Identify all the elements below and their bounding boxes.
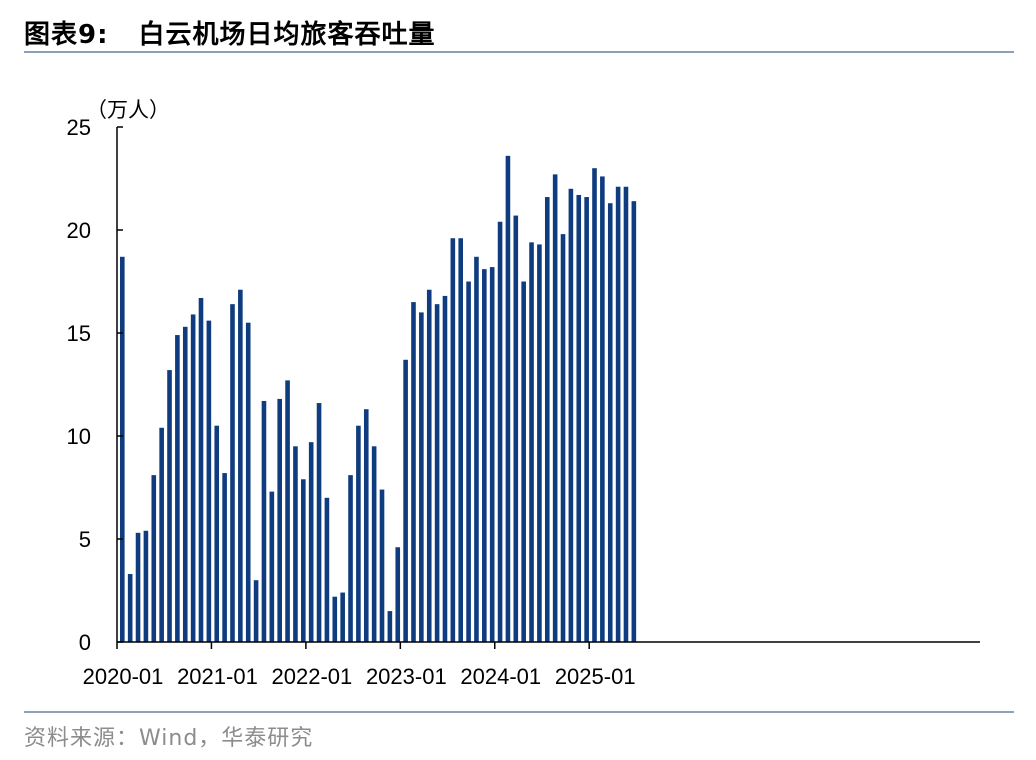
bar-2023-05 bbox=[434, 304, 440, 642]
bar-2022-10 bbox=[379, 489, 385, 642]
bar-2023-03 bbox=[419, 312, 424, 642]
bar-2023-06 bbox=[442, 295, 448, 642]
bar-2023-01 bbox=[403, 359, 408, 642]
axes: 0 5 10 15 20 25 2020-01 2021-01 2022-01 2023-01 20… bbox=[67, 115, 980, 689]
bar-2021-01 bbox=[214, 425, 220, 642]
chart-title: 白云机场日均旅客吞吐量 bbox=[138, 20, 436, 50]
bar-2023-12 bbox=[489, 267, 495, 642]
y-tick-label: 15 bbox=[67, 321, 91, 346]
bar-2020-01 bbox=[120, 256, 125, 642]
bar-2020-03 bbox=[135, 532, 141, 642]
bar-2025-05 bbox=[623, 186, 629, 643]
y-axis-unit-label: （万人） bbox=[86, 98, 170, 122]
figure-label: 图表9: bbox=[24, 20, 109, 50]
bar-2025-04 bbox=[615, 186, 621, 643]
bar-series bbox=[120, 155, 637, 643]
bar-2024-11 bbox=[576, 194, 582, 643]
bar-2022-12 bbox=[395, 547, 401, 642]
bar-2021-06 bbox=[253, 580, 259, 642]
bar-2020-02 bbox=[127, 574, 133, 642]
bar-2022-01 bbox=[308, 442, 314, 642]
bar-2022-02 bbox=[316, 403, 322, 642]
bar-2024-05 bbox=[529, 242, 534, 643]
x-tick-label: 2025-01 bbox=[555, 664, 636, 689]
bar-2020-12 bbox=[206, 320, 212, 642]
bar-2024-09 bbox=[560, 234, 566, 642]
bar-2020-07 bbox=[167, 370, 172, 642]
bar-2020-09 bbox=[182, 326, 188, 642]
bar-2024-06 bbox=[537, 244, 542, 643]
bar-2024-04 bbox=[521, 281, 526, 642]
bar-2022-04 bbox=[332, 596, 338, 642]
bar-2023-08 bbox=[458, 238, 464, 643]
bar-2022-11 bbox=[387, 611, 393, 642]
bar-2021-12 bbox=[301, 479, 306, 642]
bar-2020-08 bbox=[175, 335, 180, 642]
chart-title-block: 图表9: 白云机场日均旅客吞吐量 bbox=[24, 14, 436, 51]
y-tick-label: 5 bbox=[79, 527, 91, 552]
bar-2021-03 bbox=[230, 304, 235, 642]
bar-2023-04 bbox=[426, 289, 432, 642]
bar-2020-10 bbox=[190, 314, 196, 642]
bar-2022-06 bbox=[348, 475, 353, 642]
bar-2022-07 bbox=[356, 425, 361, 642]
x-tick-label: 2020-01 bbox=[83, 664, 164, 689]
bar-2022-03 bbox=[324, 497, 330, 642]
bar-2020-11 bbox=[198, 297, 204, 642]
bar-2021-08 bbox=[269, 491, 275, 642]
bar-2020-04 bbox=[143, 530, 149, 642]
bar-2025-03 bbox=[607, 203, 613, 642]
bar-2021-05 bbox=[245, 322, 251, 642]
bar-2024-12 bbox=[584, 197, 589, 643]
bar-2021-09 bbox=[277, 398, 282, 642]
bar-2023-11 bbox=[482, 269, 487, 642]
bar-2021-10 bbox=[285, 380, 290, 642]
y-tick-label: 25 bbox=[67, 115, 91, 140]
bar-2024-10 bbox=[568, 188, 574, 643]
bar-2020-06 bbox=[159, 427, 164, 642]
bar-2024-08 bbox=[552, 174, 558, 642]
bar-2023-09 bbox=[466, 281, 471, 642]
y-tick-label: 20 bbox=[67, 218, 91, 243]
bar-2021-11 bbox=[293, 446, 298, 642]
bar-2023-02 bbox=[411, 302, 416, 642]
bar-2021-02 bbox=[222, 473, 227, 642]
bar-2024-07 bbox=[544, 197, 550, 643]
bar-2024-01 bbox=[497, 221, 503, 642]
bar-2023-10 bbox=[474, 256, 479, 642]
bar-2025-06 bbox=[631, 201, 637, 642]
bar-2025-02 bbox=[600, 176, 605, 642]
footer-divider bbox=[24, 711, 1014, 713]
x-tick-label: 2022-01 bbox=[272, 664, 353, 689]
bar-2022-09 bbox=[371, 446, 377, 642]
bar-2022-08 bbox=[363, 409, 369, 642]
bar-2022-05 bbox=[340, 592, 345, 642]
y-tick-label: 10 bbox=[67, 424, 91, 449]
bar-2020-05 bbox=[151, 475, 157, 642]
bar-2025-01 bbox=[592, 168, 597, 642]
bar-2024-03 bbox=[513, 215, 519, 642]
y-tick-label: 0 bbox=[79, 630, 91, 655]
bar-2021-07 bbox=[261, 400, 267, 642]
x-tick-label: 2023-01 bbox=[366, 664, 447, 689]
title-divider bbox=[24, 51, 1014, 53]
bar-2023-07 bbox=[450, 238, 456, 643]
source-note: 资料来源：Wind，华泰研究 bbox=[24, 726, 314, 751]
x-tick-label: 2024-01 bbox=[460, 664, 541, 689]
x-tick-label: 2021-01 bbox=[177, 664, 258, 689]
bar-2024-02 bbox=[505, 155, 511, 642]
bar-2021-04 bbox=[238, 289, 243, 642]
